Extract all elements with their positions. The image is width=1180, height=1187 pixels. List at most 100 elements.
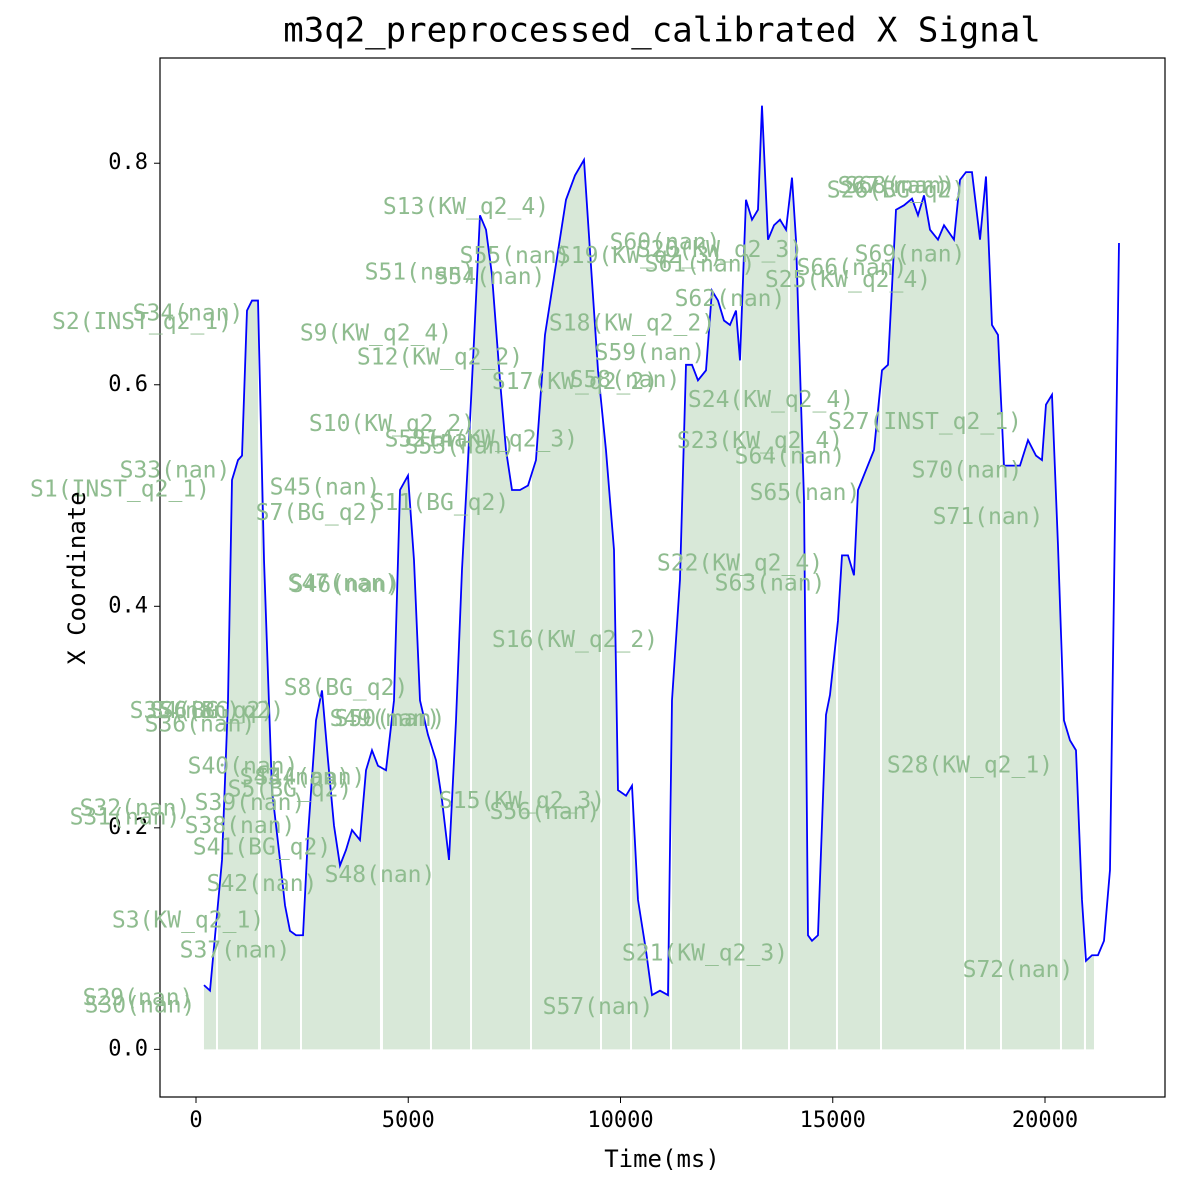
annotation: S41(BG_q2) xyxy=(193,834,331,860)
annotation: S39(nan) xyxy=(195,790,306,816)
annotation: S69(nan) xyxy=(855,242,966,268)
line-group xyxy=(203,105,1120,997)
annotation: S21(KW_q2_3) xyxy=(622,941,788,967)
annotation: S35(nan) xyxy=(130,698,241,724)
annotation: S20(KW_q2_3) xyxy=(637,237,803,263)
shaded-area-group xyxy=(203,105,1094,1050)
shaded-segment xyxy=(631,785,670,1050)
shaded-segment xyxy=(1061,662,1084,1050)
shaded-segment xyxy=(671,290,740,1050)
annotation: S61(nan) xyxy=(645,252,756,278)
chart-title: m3q2_preprocessed_calibrated X Signal xyxy=(283,11,1040,51)
annotation: S23(KW_q2_4) xyxy=(677,428,843,454)
annotation: S6(BG_q2) xyxy=(160,698,285,724)
shaded-segment xyxy=(1001,394,1060,1050)
annotation: S28(KW_q2_1) xyxy=(887,752,1053,778)
shaded-segment xyxy=(260,429,300,1050)
annotation: S48(nan) xyxy=(325,862,436,888)
shaded-segment xyxy=(881,174,964,1050)
annotation: S33(nan) xyxy=(120,458,231,484)
annotation: S68(nan) xyxy=(845,173,956,199)
annotation: S54(nan) xyxy=(435,264,546,290)
shaded-segment xyxy=(965,172,1000,1050)
annotation: S16(KW_q2_2) xyxy=(492,627,658,653)
annotation: S65(nan) xyxy=(750,480,861,506)
annotation: S52(nan) xyxy=(385,427,496,453)
axes: 0 5000 10000 15000 20000 0.0 0.2 0.4 0.6 0.8 xyxy=(108,150,1078,1133)
x-tick-label: 15000 xyxy=(800,1108,866,1133)
signal-line xyxy=(203,105,1120,997)
annotation: S66(nan) xyxy=(797,255,908,281)
annotation: S56(nan) xyxy=(490,799,601,825)
annotation: S29(nan) xyxy=(83,985,194,1011)
x-axis-label: Time(ms) xyxy=(604,1145,720,1173)
annotation: S59(nan) xyxy=(595,340,706,366)
annotation: S9(KW_q2_4) xyxy=(300,320,452,346)
shaded-segment xyxy=(301,690,380,1050)
annotation: S38(nan) xyxy=(185,813,296,839)
annotation: S22(KW_q2_4) xyxy=(657,551,823,577)
annotation: S1(INST_q2_1) xyxy=(30,476,210,502)
annotation: S14(KW_q2_3) xyxy=(412,427,578,453)
annotation: S67(nan) xyxy=(838,173,949,199)
annotation: S19(KW_q2_3) xyxy=(557,243,723,269)
shaded-segment xyxy=(837,390,880,1050)
annotation: S17(KW_q2_2) xyxy=(492,369,658,395)
annotation: S11(BG_q2) xyxy=(371,490,509,516)
annotation: S50(nan) xyxy=(335,706,446,732)
annotation: S30(nan) xyxy=(85,993,196,1019)
annotation: S13(KW_q2_4) xyxy=(383,194,549,220)
x-tick-label: 5000 xyxy=(382,1108,435,1133)
shaded-segment xyxy=(789,177,836,1050)
shaded-segment xyxy=(741,105,789,1050)
annotation: S40(nan) xyxy=(188,753,299,779)
annotation: S49(nan) xyxy=(330,706,441,732)
annotation: S8(BG_q2) xyxy=(284,675,409,701)
annotation: S55(nan) xyxy=(460,243,571,269)
annotation: S10(KW_q2_2) xyxy=(309,411,475,437)
annotation: S53(nan) xyxy=(405,433,516,459)
y-tick-label: 0.4 xyxy=(108,593,148,618)
annotation: S43(nan) xyxy=(240,764,351,790)
y-tick-label: 0.8 xyxy=(108,150,148,175)
annotation: S45(nan) xyxy=(270,474,381,500)
annotation: S3(KW_q2_1) xyxy=(112,907,264,933)
shaded-segment xyxy=(217,300,259,1050)
shaded-segment xyxy=(601,410,631,1050)
annotation: S2(INST_q2_1) xyxy=(52,309,232,335)
annotation: S12(KW_q2_2) xyxy=(357,345,523,371)
annotation: S24(KW_q2_4) xyxy=(688,387,854,413)
annotation: S47(nan) xyxy=(288,571,399,597)
annotation: S18(KW_q2_2) xyxy=(549,310,715,336)
shaded-segment xyxy=(382,475,430,1050)
annotation: S60(nan) xyxy=(610,229,721,255)
annotation: S4(BG_q2) xyxy=(150,698,275,724)
annotation: S31(nan) xyxy=(70,804,181,830)
annotation: S32(nan) xyxy=(80,796,191,822)
shaded-segment xyxy=(1086,955,1094,1050)
annotation: S58(nan) xyxy=(570,367,681,393)
plot-frame xyxy=(159,57,1166,1098)
annotation: S36(nan) xyxy=(145,711,256,737)
annotation: S44(nan) xyxy=(255,764,366,790)
y-axis-label: X Coordinate xyxy=(63,491,91,664)
shaded-segment xyxy=(203,925,216,1050)
shaded-segment xyxy=(472,215,530,1050)
annotation: S7(BG_q2) xyxy=(256,500,381,526)
annotation: S26(BG_q2) xyxy=(827,177,965,203)
y-tick-label: 0.2 xyxy=(108,815,148,840)
annotation: S27(INST_q2_1) xyxy=(828,409,1022,435)
annotations: S1(INST_q2_1) S2(INST_q2_1) S3(KW_q2_1) S4(… xyxy=(30,173,1073,1020)
annotation: S57(nan) xyxy=(543,994,654,1020)
shaded-segment xyxy=(531,159,600,1050)
annotation: S34(nan) xyxy=(133,300,244,326)
shaded-segment xyxy=(431,420,471,1050)
annotation: S15(KW_q2_3) xyxy=(439,788,605,814)
annotation: S46(nan) xyxy=(290,572,401,598)
y-tick-label: 0.6 xyxy=(108,372,148,397)
x-tick-label: 20000 xyxy=(1012,1108,1078,1133)
annotation: S63(nan) xyxy=(715,571,826,597)
annotation: S5(BG_q2) xyxy=(228,777,353,803)
annotation: S70(nan) xyxy=(912,458,1023,484)
